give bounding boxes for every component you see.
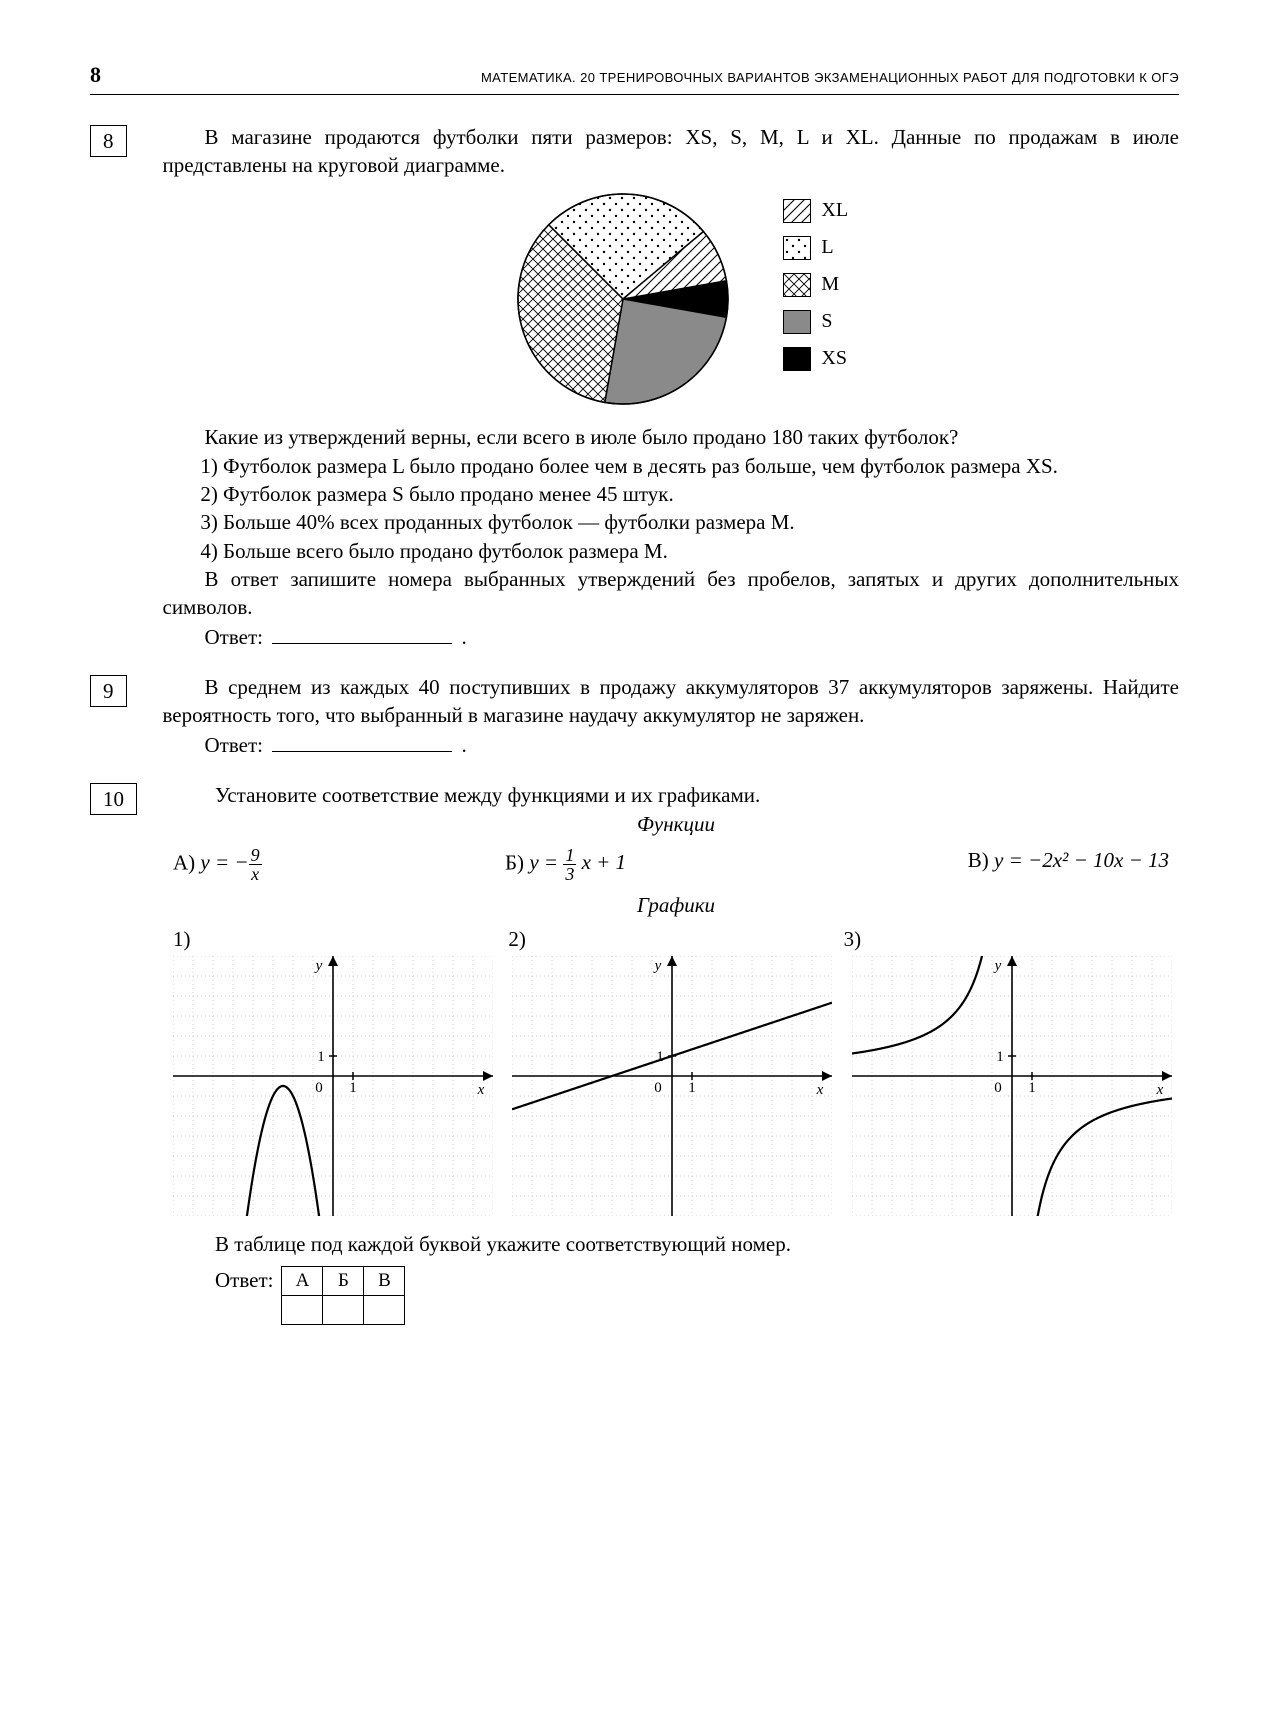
legend-item: L [783, 234, 848, 261]
problem-number-box: 10 [90, 783, 137, 815]
graphs-title: Графики [173, 891, 1179, 919]
pie-chart [493, 189, 753, 409]
p8-question: Какие из утверждений верны, если всего в… [163, 423, 1180, 451]
svg-text:x: x [477, 1082, 485, 1098]
ans-head-a: А [282, 1266, 323, 1295]
graph-2: 0 1 1 x y [512, 956, 832, 1216]
func-v: В) y = −2x² − 10x − 13 [837, 846, 1179, 883]
p10-table-instr: В таблице под каждой буквой укажите соот… [173, 1230, 1179, 1258]
svg-text:1: 1 [689, 1080, 697, 1096]
legend-label: XS [821, 345, 847, 372]
svg-text:1: 1 [317, 1049, 325, 1065]
problem-number-box: 9 [90, 675, 127, 707]
legend-label: L [821, 234, 833, 261]
legend-label: S [821, 308, 832, 335]
problem-8: 8 В магазине продаются футболки пяти раз… [90, 123, 1179, 651]
legend-item: S [783, 308, 848, 335]
svg-text:1: 1 [1028, 1080, 1036, 1096]
svg-text:1: 1 [996, 1049, 1004, 1065]
ans-head-b: Б [323, 1266, 364, 1295]
ans-cell-a[interactable] [282, 1295, 323, 1324]
func-b: Б) y = 13 x + 1 [505, 846, 837, 883]
legend-label: XL [821, 197, 848, 224]
svg-text:y: y [992, 958, 1001, 974]
svg-text:0: 0 [994, 1080, 1002, 1096]
p8-instruction: В ответ запишите номера выбранных утверж… [163, 565, 1180, 622]
functions-title: Функции [173, 810, 1179, 838]
legend-swatch [783, 310, 811, 334]
svg-text:x: x [1155, 1082, 1163, 1098]
legend-item: XS [783, 345, 848, 372]
ans-head-v: В [364, 1266, 405, 1295]
graph-label-3: 3) [844, 925, 1179, 953]
header-title: МАТЕМАТИКА. 20 ТРЕНИРОВОЧНЫХ ВАРИАНТОВ Э… [481, 69, 1179, 87]
problem-number-box: 8 [90, 125, 127, 157]
legend-item: XL [783, 197, 848, 224]
p8-item-2: 2) Футболок размера S было продано менее… [163, 480, 1180, 508]
p10-text: Установите соответствие между функциями … [173, 781, 1179, 809]
svg-text:y: y [314, 958, 323, 974]
p8-item-1: 1) Футболок размера L было продано более… [163, 452, 1180, 480]
legend-swatch [783, 199, 811, 223]
functions-row: А) y = −9x Б) y = 13 x + 1 В) y = −2x² −… [173, 846, 1179, 883]
p10-answer: Ответ: А Б В [173, 1266, 1179, 1325]
pie-legend: XL LMS XS [783, 197, 848, 372]
ans-cell-b[interactable] [323, 1295, 364, 1324]
func-a: А) y = −9x [173, 846, 505, 883]
p8-item-4: 4) Больше всего было продано футболок ра… [163, 537, 1180, 565]
graph-label-2: 2) [508, 925, 843, 953]
legend-swatch [783, 236, 811, 260]
answer-table: А Б В [281, 1266, 405, 1325]
p8-item-3: 3) Больше 40% всех проданных футболок — … [163, 508, 1180, 536]
graph-3: 0 1 1 x y [852, 956, 1172, 1216]
answer-blank[interactable] [272, 730, 452, 752]
svg-text:y: y [653, 958, 662, 974]
problem-9: 9 В среднем из каждых 40 поступивших в п… [90, 673, 1179, 759]
graph-1: 0 1 1 x y [173, 956, 493, 1216]
svg-text:x: x [816, 1082, 824, 1098]
svg-text:1: 1 [657, 1049, 665, 1065]
graph-label-1: 1) [173, 925, 508, 953]
legend-swatch [783, 347, 811, 371]
svg-text:1: 1 [349, 1080, 357, 1096]
legend-label: M [821, 271, 839, 298]
p9-text: В среднем из каждых 40 поступивших в про… [163, 673, 1180, 730]
page-number: 8 [90, 60, 101, 90]
p9-answer: Ответ: . [163, 730, 1180, 759]
svg-text:0: 0 [315, 1080, 323, 1096]
answer-label: Ответ: [205, 625, 263, 649]
page-header: 8 МАТЕМАТИКА. 20 ТРЕНИРОВОЧНЫХ ВАРИАНТОВ… [90, 60, 1179, 95]
ans-cell-v[interactable] [364, 1295, 405, 1324]
p8-intro: В магазине продаются футболки пяти разме… [163, 123, 1180, 180]
answer-blank[interactable] [272, 622, 452, 644]
legend-item: M [783, 271, 848, 298]
answer-label: Ответ: [173, 1266, 273, 1294]
legend-swatch [783, 273, 811, 297]
problem-10: 10 Установите соответствие между функция… [90, 781, 1179, 1325]
p8-answer: Ответ: . [163, 622, 1180, 651]
svg-text:0: 0 [655, 1080, 663, 1096]
answer-label: Ответ: [205, 733, 263, 757]
graphs-labels: 1) 2) 3) [173, 925, 1179, 953]
graphs-row: 0 1 1 x y 0 1 1 x y 0 1 1 x y [173, 956, 1179, 1216]
